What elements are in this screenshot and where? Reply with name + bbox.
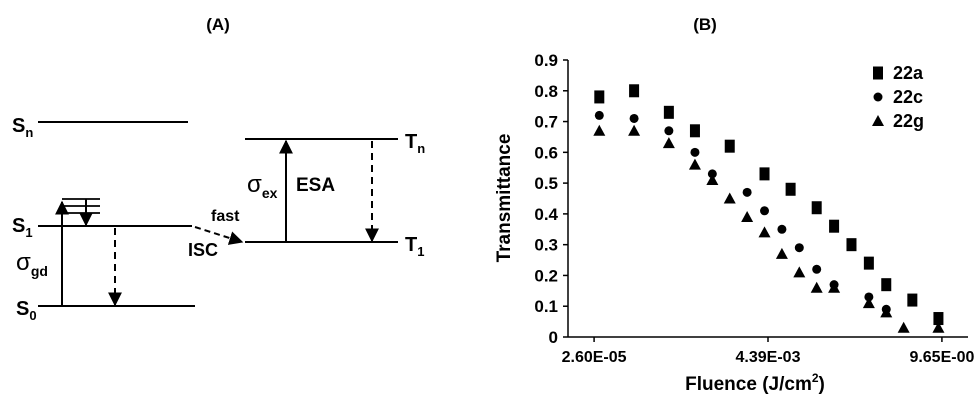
data-point-22c [812, 264, 822, 274]
legend-label-22g: 22g [893, 111, 924, 131]
data-point-22a [881, 278, 892, 292]
panel-a-label: (A) [206, 15, 230, 34]
y-tick-label: 0.8 [534, 82, 558, 101]
data-point-22g [688, 158, 701, 170]
data-point-22g [593, 124, 606, 136]
legend-marker-22c [873, 92, 883, 102]
y-tick-label: 0.6 [534, 143, 558, 162]
data-point-22a [724, 139, 735, 153]
data-point-22g [628, 124, 641, 136]
data-point-22g [741, 210, 754, 222]
series-22c [594, 110, 891, 314]
label-sn: Sn [12, 115, 33, 140]
label-isc: ISC [188, 240, 218, 260]
data-point-22g [758, 226, 771, 238]
data-point-22g [880, 306, 893, 318]
data-point-22a [629, 84, 640, 98]
y-axis-label: Transmittance [494, 134, 515, 263]
y-tick-label: 0.1 [534, 297, 558, 316]
data-point-22a [846, 238, 857, 252]
data-point-22c [690, 147, 700, 157]
data-point-22g [828, 281, 841, 293]
data-point-22g [706, 174, 719, 186]
data-point-22c [629, 113, 639, 123]
data-point-22g [662, 137, 675, 149]
data-point-22g [862, 297, 875, 309]
data-point-22a [811, 201, 822, 215]
label-t1: T1 [405, 234, 424, 259]
x-ticks: 2.60E-05 4.39E-03 9.65E-00 [562, 337, 974, 366]
data-point-22a [933, 312, 944, 326]
y-tick-label: 0.9 [534, 51, 558, 70]
label-tn: Tn [405, 131, 425, 156]
x-tick-label: 9.65E-00 [909, 349, 974, 366]
data-point-22c [760, 206, 770, 216]
legend-label-22c: 22c [893, 87, 923, 107]
data-point-22g [775, 247, 788, 259]
legend-marker-22g [872, 115, 884, 126]
data-point-22g [723, 192, 736, 204]
panel-a: (A) Sn S1 S0 Tn T1 σgd σex ESA fast [12, 15, 425, 323]
y-tick-label: 0.5 [534, 174, 558, 193]
isc-arrow [194, 226, 244, 245]
label-s1: S1 [12, 215, 33, 240]
data-point-22g [932, 321, 945, 333]
label-s0: S0 [16, 298, 37, 323]
x-tick-label: 4.39E-03 [736, 349, 801, 366]
y-ticks: 0 0.1 0.2 0.3 0.4 0.5 0.6 0.7 0.8 0.9 [534, 51, 568, 347]
label-esa: ESA [296, 175, 335, 196]
data-point-22g [810, 281, 823, 293]
series-22a [594, 84, 944, 326]
legend-marker-22a [873, 66, 883, 80]
panel-b: (B) 0 0.1 0.2 0.3 0.4 0.5 0.6 0.7 0.8 0.9 2.60E-0… [494, 15, 974, 395]
label-sigma-ex: σex [247, 171, 278, 201]
y-tick-label: 0.4 [534, 205, 558, 224]
y-tick-label: 0 [549, 328, 558, 347]
data-point-22c [794, 243, 804, 253]
panel-b-label: (B) [693, 15, 717, 34]
x-axis-label: Fluence (J/cm2) [685, 371, 825, 395]
data-point-22c [664, 126, 674, 136]
series-22g [593, 124, 945, 333]
label-sigma-gd: σgd [16, 249, 48, 279]
data-point-22c [864, 292, 874, 302]
series-layer [593, 84, 945, 333]
data-point-22a [689, 124, 700, 138]
legend-label-22a: 22a [893, 63, 924, 83]
x-tick-label: 2.60E-05 [562, 349, 627, 366]
data-point-22g [897, 321, 910, 333]
data-point-22a [663, 105, 674, 119]
data-point-22c [707, 169, 717, 179]
data-point-22g [793, 266, 806, 278]
data-point-22a [759, 167, 770, 181]
legend: 22a 22c 22g [872, 63, 924, 131]
y-tick-label: 0.7 [534, 113, 558, 132]
data-point-22c [742, 187, 752, 197]
y-tick-label: 0.2 [534, 266, 558, 285]
y-tick-label: 0.3 [534, 236, 558, 255]
data-point-22a [829, 219, 840, 233]
data-point-22a [785, 182, 796, 196]
label-fast: fast [211, 208, 240, 225]
data-point-22c [777, 224, 787, 234]
data-point-22a [863, 256, 874, 270]
data-point-22c [594, 110, 604, 120]
data-point-22a [594, 90, 605, 104]
data-point-22a [907, 293, 918, 307]
